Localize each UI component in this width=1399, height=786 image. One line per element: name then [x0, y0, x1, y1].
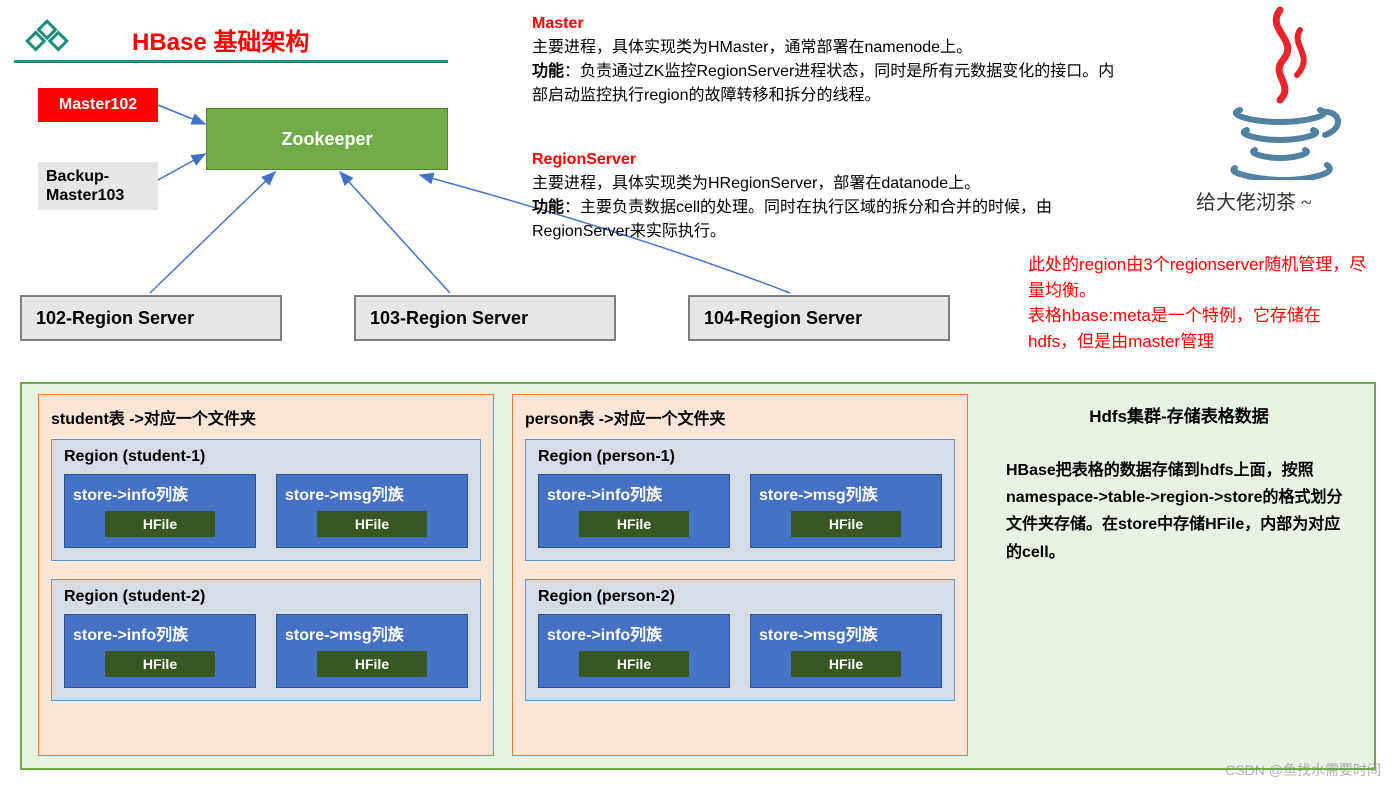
hfile-box: HFile	[105, 651, 215, 677]
java-caption: 给大佬沏茶 ~	[1196, 186, 1396, 215]
master-description: Master 主要进程，具体实现类为HMaster，通常部署在namenode上…	[532, 12, 1122, 108]
rs-desc-line2: 功能：主要负责数据cell的处理。同时在执行区域的拆分和合并的时候，由Regio…	[532, 196, 1122, 244]
note-line1: 此处的region由3个regionserver随机管理，尽量均衡。	[1028, 252, 1368, 303]
store-box: store->info列族 HFile	[538, 474, 730, 548]
store-box: store->msg列族 HFile	[276, 474, 468, 548]
page-title: HBase 基础架构	[132, 22, 309, 57]
hfile-box: HFile	[317, 651, 427, 677]
backup-master-node: Backup-Master103	[38, 162, 158, 210]
region-title: Region (person-1)	[538, 448, 942, 466]
hfile-box: HFile	[579, 511, 689, 537]
store-label: store->msg列族	[285, 621, 459, 645]
store-box: store->info列族 HFile	[538, 614, 730, 688]
store-box: store->info列族 HFile	[64, 614, 256, 688]
hdfs-description: Hdfs集群-存储表格数据 HBase把表格的数据存储到hdfs上面，按照nam…	[986, 394, 1358, 758]
hdfs-title: Hdfs集群-存储表格数据	[1006, 402, 1352, 427]
hfile-box: HFile	[105, 511, 215, 537]
region-balance-note: 此处的region由3个regionserver随机管理，尽量均衡。 表格hba…	[1028, 252, 1368, 354]
store-label: store->msg列族	[759, 481, 933, 505]
region-server-103: 103-Region Server	[354, 295, 616, 341]
region-server-104: 104-Region Server	[688, 295, 950, 341]
table-title: student表 ->对应一个文件夹	[51, 405, 481, 429]
hdfs-panel: student表 ->对应一个文件夹 Region (student-1) stor…	[20, 382, 1376, 770]
region-title: Region (person-2)	[538, 588, 942, 606]
title-underline	[14, 60, 448, 63]
region-box: Region (student-2)store->info列族HFilestor…	[51, 579, 481, 701]
master-desc-line1: 主要进程，具体实现类为HMaster，通常部署在namenode上。	[532, 36, 1122, 60]
hfile-box: HFile	[579, 651, 689, 677]
store-label: store->info列族	[73, 621, 247, 645]
store-box: store->msg列族 HFile	[276, 614, 468, 688]
rs-heading: RegionServer	[532, 148, 1122, 172]
region-server-102: 102-Region Server	[20, 295, 282, 341]
store-label: store->msg列族	[285, 481, 459, 505]
logo-icon	[22, 16, 72, 66]
region-box: Region (student-1)store->info列族HFilestor…	[51, 439, 481, 561]
table-title: person表 ->对应一个文件夹	[525, 405, 955, 429]
rs-desc-line1: 主要进程，具体实现类为HRegionServer，部署在datanode上。	[532, 172, 1122, 196]
master-node: Master102	[38, 88, 158, 122]
java-icon	[1205, 0, 1355, 180]
store-label: store->info列族	[547, 481, 721, 505]
region-title: Region (student-1)	[64, 448, 468, 466]
note-line2: 表格hbase:meta是一个特例，它存储在hdfs，但是由master管理	[1028, 303, 1368, 354]
store-box: store->msg列族 HFile	[750, 614, 942, 688]
hfile-box: HFile	[791, 511, 901, 537]
table-box: student表 ->对应一个文件夹 Region (student-1) stor…	[38, 394, 494, 756]
region-title: Region (student-2)	[64, 588, 468, 606]
hfile-box: HFile	[791, 651, 901, 677]
region-box: Region (person-2)store->info列族HFilestore…	[525, 579, 955, 701]
hfile-box: HFile	[317, 511, 427, 537]
master-desc-line2: 功能：负责通过ZK监控RegionServer进程状态，同时是所有元数据变化的接…	[532, 60, 1122, 108]
store-box: store->info列族 HFile	[64, 474, 256, 548]
watermark: CSDN @鱼找水需要时间	[1225, 760, 1381, 780]
store-label: store->msg列族	[759, 621, 933, 645]
master-heading: Master	[532, 12, 1122, 36]
regionserver-description: RegionServer 主要进程，具体实现类为HRegionServer，部署…	[532, 148, 1122, 244]
store-label: store->info列族	[73, 481, 247, 505]
region-box: Region (person-1)store->info列族HFilestore…	[525, 439, 955, 561]
store-label: store->info列族	[547, 621, 721, 645]
zookeeper-node: Zookeeper	[206, 108, 448, 170]
store-box: store->msg列族 HFile	[750, 474, 942, 548]
hdfs-body: HBase把表格的数据存储到hdfs上面，按照namespace->table-…	[1006, 457, 1352, 566]
table-box: person表 ->对应一个文件夹 Region (person-1) store-…	[512, 394, 968, 756]
